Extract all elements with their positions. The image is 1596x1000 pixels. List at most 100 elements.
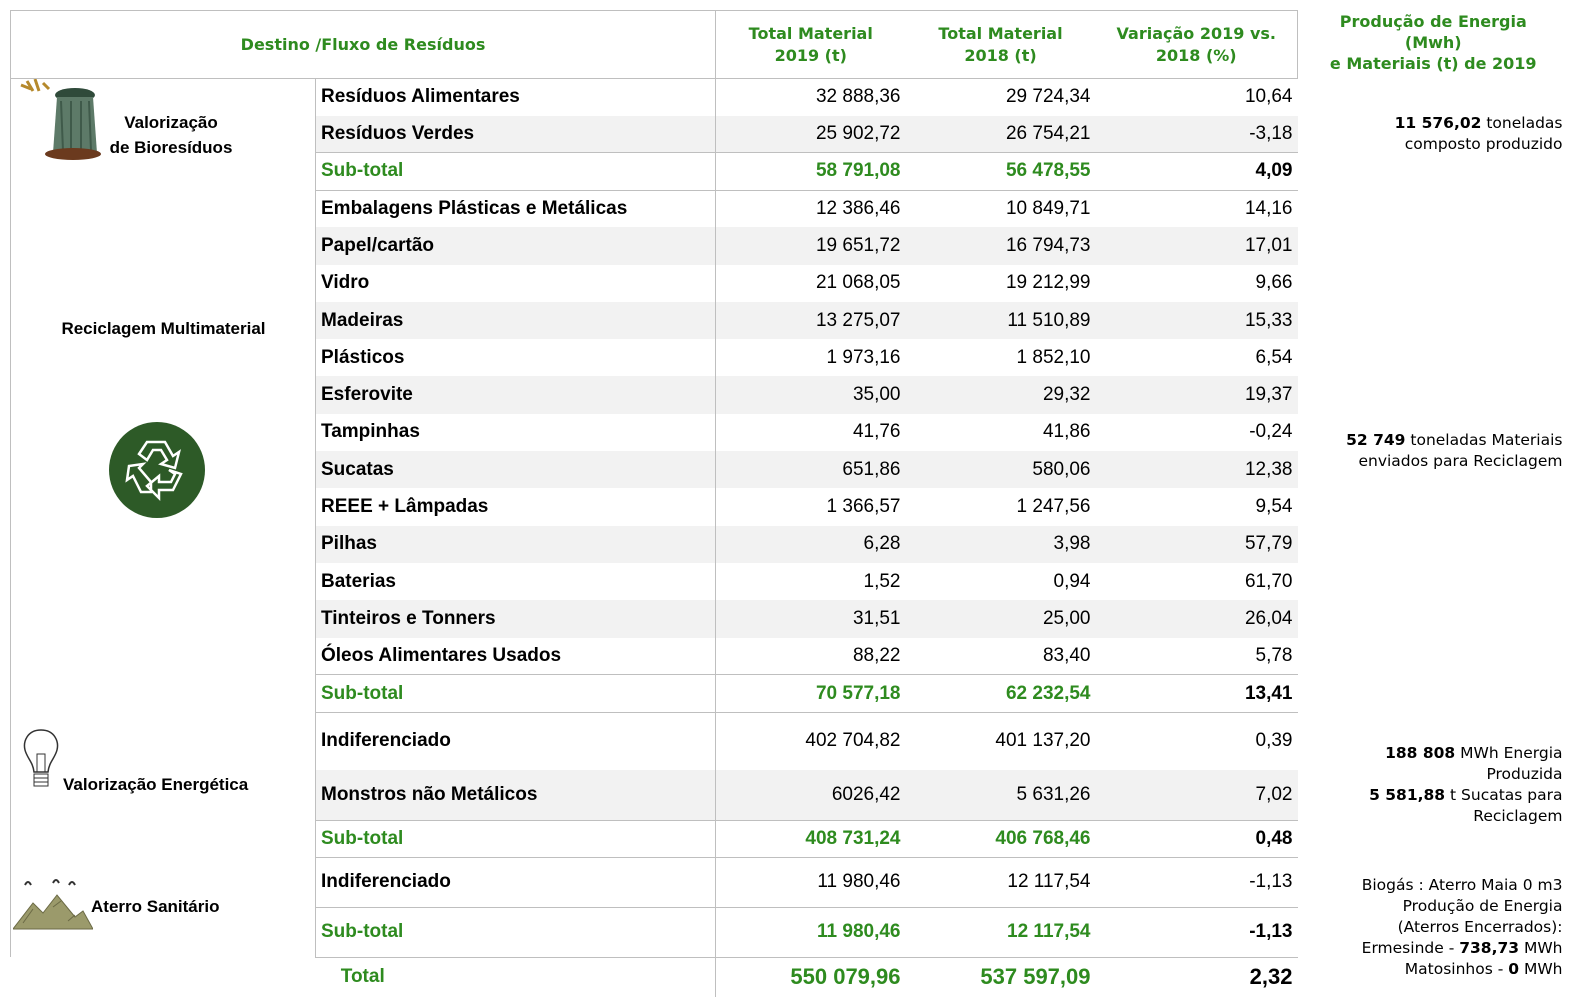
data-row: Óleos Alimentares Usados 88,22 83,40 5,78 bbox=[11, 637, 1569, 675]
header-variation: Variação 2019 vs. 2018 (%) bbox=[1095, 10, 1298, 79]
variation: 0,48 bbox=[1095, 819, 1298, 858]
total-2018: 29,32 bbox=[905, 376, 1096, 414]
flow-name: REEE + Lâmpadas bbox=[321, 496, 489, 518]
flow-name: Monstros não Metálicos bbox=[315, 770, 716, 821]
note-line: 188 808 MWh Energia bbox=[1298, 743, 1562, 764]
variation: -0,24 bbox=[1249, 421, 1293, 443]
total-2019: 88,22 bbox=[715, 637, 906, 675]
note: Biogás : Aterro Maia 0 m3 Produção de Ene… bbox=[1298, 857, 1569, 997]
variation: -3,18 bbox=[1095, 115, 1298, 153]
group-cell: Aterro Sanitário bbox=[10, 857, 316, 958]
data-row: REEE + Lâmpadas 1 366,57 1 247,56 9,54 bbox=[11, 488, 1569, 526]
group-box: Reciclagem Multimaterial bbox=[12, 190, 315, 712]
variation: 57,79 bbox=[1095, 525, 1298, 563]
total-2019: 70 577,18 bbox=[715, 674, 906, 713]
header-total-2018: Total Material 2018 (t) bbox=[905, 10, 1096, 79]
flow-name: Embalagens Plásticas e Metálicas bbox=[321, 197, 628, 219]
total-2018: 406 768,46 bbox=[905, 819, 1096, 858]
flow-name: Vidro bbox=[321, 272, 370, 294]
note-text: 188 808 bbox=[1385, 743, 1456, 762]
total-2018: 5 631,26 bbox=[905, 770, 1096, 821]
note-text: toneladas Materiais bbox=[1405, 431, 1563, 450]
note-text: Ermesinde - bbox=[1361, 938, 1460, 957]
note-line: Reciclagem bbox=[1298, 806, 1563, 827]
total-2019: 21 068,05 bbox=[715, 264, 906, 302]
total-2018: 26 754,21 bbox=[905, 115, 1096, 153]
note: 188 808 MWh Energia Produzida 5 581,88 t S… bbox=[1298, 712, 1569, 857]
note-line: enviados para Reciclagem bbox=[1298, 451, 1562, 472]
total-2019: 25 902,72 bbox=[715, 115, 906, 153]
subtotal-row: Sub-total 408 731,24 406 768,46 0,48 bbox=[11, 819, 1569, 858]
variation: 12,38 bbox=[1095, 451, 1298, 489]
total-2018: 25,00 bbox=[905, 600, 1096, 638]
flow-name: Sucatas bbox=[315, 451, 716, 489]
data-row: Papel/cartão 19 651,72 16 794,73 17,01 bbox=[11, 227, 1569, 265]
total-2018: 16 794,73 bbox=[905, 227, 1096, 265]
group-label: Reciclagem Multimaterial bbox=[12, 316, 315, 341]
total-2018: 56 478,55 bbox=[905, 152, 1096, 191]
total-row: Total 550 079,96 537 597,09 2,32 bbox=[11, 957, 1569, 998]
data-row: Esferovite 35,00 29,32 19,37 bbox=[11, 376, 1569, 414]
variation: 17,01 bbox=[1095, 227, 1298, 265]
total-2018: 29 724,34 bbox=[1005, 86, 1091, 108]
note-text: MWh bbox=[1519, 938, 1563, 957]
note-text: (Aterros Encerrados): bbox=[1397, 917, 1563, 936]
data-row: Resíduos Verdes 25 902,72 26 754,21 -3,18 bbox=[11, 115, 1569, 153]
header-line: Total Material bbox=[938, 23, 1063, 43]
subtotal-row: Sub-total 58 791,08 56 478,55 4,09 bbox=[11, 152, 1569, 191]
note-text: 0 bbox=[1508, 959, 1520, 978]
total-2019: 6,28 bbox=[715, 525, 906, 563]
note-text: Reciclagem bbox=[1473, 806, 1563, 825]
data-row: Tinteiros e Tonners 31,51 25,00 26,04 bbox=[11, 600, 1569, 638]
total-2018: 11 510,89 bbox=[905, 301, 1096, 340]
variation: 6,54 bbox=[1255, 346, 1293, 368]
note-text: Matosinhos - bbox=[1404, 959, 1509, 978]
total-2019: 1 366,57 bbox=[715, 488, 906, 526]
total-2018: 1 852,10 bbox=[1016, 346, 1091, 368]
group-box: Aterro Sanitário bbox=[12, 857, 315, 957]
variation: 2,32 bbox=[1249, 964, 1293, 990]
subtotal-label: Sub-total bbox=[315, 152, 716, 191]
group-cell: Valorização Energética bbox=[10, 712, 316, 858]
subtotal-label: Sub-total bbox=[315, 906, 716, 958]
total-2018: 19 212,99 bbox=[1005, 272, 1091, 294]
note-line: 5 581,88 t Sucatas para bbox=[1298, 785, 1562, 806]
header-line: Total Material bbox=[748, 23, 873, 43]
flow-name: Papel/cartão bbox=[315, 227, 716, 265]
data-row: Valorização de Bioresíduos Resíduos Alime… bbox=[10, 78, 1569, 190]
subtotal-row: Sub-total 11 980,46 12 117,54 -1,13 bbox=[11, 906, 1569, 958]
note: 52 749 toneladas Materiais enviados para … bbox=[1298, 190, 1569, 712]
group-label-line: Valorização bbox=[124, 112, 218, 132]
note-line: Matosinhos - 0 MWh bbox=[1298, 959, 1563, 980]
recycle-icon bbox=[109, 422, 205, 518]
variation: 9,66 bbox=[1255, 272, 1293, 294]
subtotal-label: Sub-total bbox=[315, 819, 716, 858]
total-2018: 83,40 bbox=[1042, 644, 1091, 666]
note-text: Produção de Energia bbox=[1402, 896, 1563, 915]
header-line: 2018 (%) bbox=[1155, 45, 1237, 65]
header-row: Destino /Fluxo de Resíduos Total Material… bbox=[10, 10, 1569, 79]
subtotal-row: Sub-total 70 577,18 62 232,54 13,41 bbox=[11, 674, 1569, 713]
total-2019: 11 980,46 bbox=[715, 857, 906, 908]
variation: 13,41 bbox=[1095, 674, 1298, 713]
variation: 26,04 bbox=[1095, 600, 1298, 638]
flow-name: Indiferenciado bbox=[321, 871, 451, 893]
flow-name: Óleos Alimentares Usados bbox=[321, 644, 562, 666]
total-2018: 580,06 bbox=[905, 451, 1096, 489]
total-2018: 41,86 bbox=[1042, 421, 1091, 443]
group-label-line: Valorização Energética bbox=[63, 774, 249, 794]
header-total-2019: Total Material 2019 (t) bbox=[715, 10, 906, 79]
note-line: (Aterros Encerrados): bbox=[1298, 917, 1563, 938]
total-2019: 1,52 bbox=[715, 562, 906, 601]
note-text: 52 749 bbox=[1346, 431, 1406, 450]
group-label: Aterro Sanitário bbox=[91, 894, 291, 919]
total-2019: 550 079,96 bbox=[715, 957, 906, 998]
flow-name: Baterias bbox=[321, 570, 396, 592]
group-label: Valorização Energética bbox=[63, 772, 263, 797]
note-line: composto produzido bbox=[1298, 134, 1563, 155]
variation: 7,02 bbox=[1095, 770, 1298, 821]
header-line: e Materiais (t) de 2019 bbox=[1329, 53, 1537, 73]
compost-bin-icon bbox=[20, 79, 101, 160]
group-box: Valorização Energética bbox=[12, 712, 315, 857]
